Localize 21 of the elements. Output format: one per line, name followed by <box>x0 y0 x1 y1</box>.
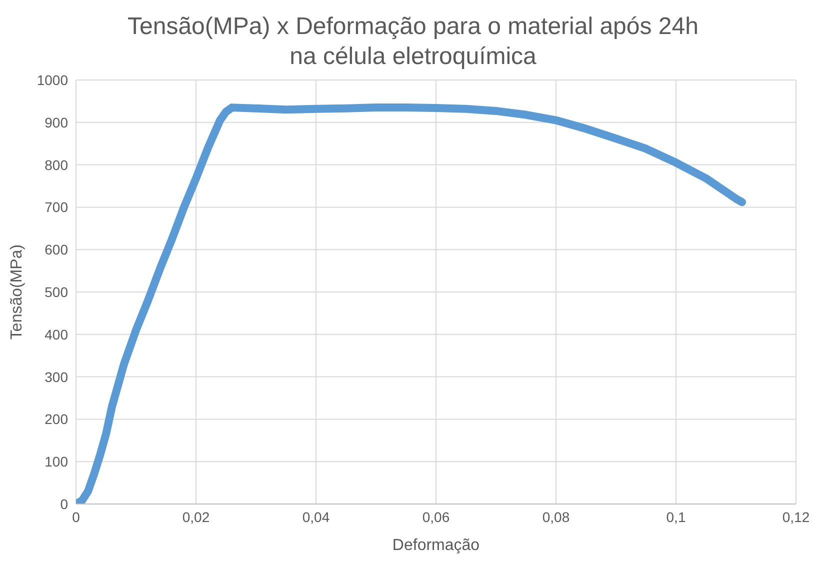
x-tick-label: 0,12 <box>782 508 810 525</box>
chart-title: Tensão(MPa) x Deformação para o material após 24h na célula eletroquímica <box>126 12 700 72</box>
y-tick-label: 200 <box>44 411 68 428</box>
x-tick-label: 0,06 <box>422 508 450 525</box>
y-axis-title: Tensão(MPa) <box>8 244 26 340</box>
x-axis-title: Deformação <box>392 537 480 554</box>
y-tick-label: 300 <box>44 368 68 385</box>
x-tick-label: 0,02 <box>182 508 210 525</box>
x-tick-label: 0,1 <box>666 508 686 525</box>
y-tick-label: 700 <box>44 199 68 216</box>
y-tick-label: 0 <box>60 496 68 512</box>
x-tick-label: 0 <box>72 508 80 525</box>
y-tick-label: 800 <box>44 156 68 173</box>
y-tick-label: 500 <box>44 284 68 300</box>
y-tick-label: 100 <box>44 454 68 470</box>
y-tick-label: 1000 <box>36 72 68 88</box>
y-tick-label: 900 <box>44 114 68 130</box>
x-tick-label: 0,08 <box>542 508 570 525</box>
x-tick-label: 0,04 <box>302 508 330 525</box>
y-tick-label: 600 <box>44 242 68 258</box>
y-tick-label: 400 <box>44 326 68 342</box>
